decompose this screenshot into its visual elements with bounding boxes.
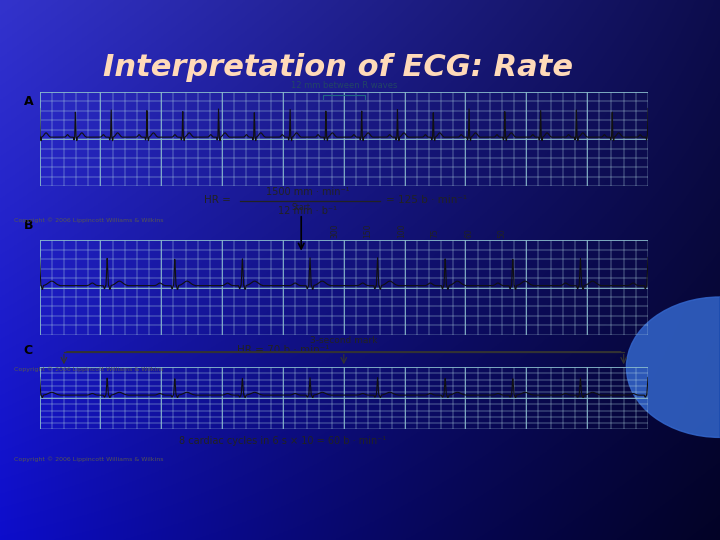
Text: Copyright © 2006 Lippincott Williams & Wilkins: Copyright © 2006 Lippincott Williams & W…	[14, 456, 164, 462]
Text: 8 cardiac cycles in 6 s × 10 = 60 b · min⁻¹: 8 cardiac cycles in 6 s × 10 = 60 b · mi…	[179, 436, 387, 447]
Text: 12 mm between R waves: 12 mm between R waves	[291, 81, 397, 90]
Text: 1500 mm · min⁻¹: 1500 mm · min⁻¹	[266, 187, 349, 197]
Text: A: A	[24, 95, 33, 109]
Text: 300: 300	[330, 224, 339, 239]
Text: 100: 100	[397, 224, 406, 239]
Text: Copyright © 2006 Lippincott Williams & Wilkins: Copyright © 2006 Lippincott Williams & W…	[14, 217, 164, 222]
Text: 60: 60	[464, 228, 473, 239]
Text: B: B	[24, 219, 33, 232]
Text: 3-second mark: 3-second mark	[310, 336, 377, 346]
Text: C: C	[24, 345, 33, 357]
Text: Copyright © 2006 Lippincott Williams & Wilkins: Copyright © 2006 Lippincott Williams & W…	[14, 366, 164, 372]
Text: 12 mm · b⁻¹: 12 mm · b⁻¹	[278, 206, 337, 215]
Text: HR = 70 b · min⁻¹: HR = 70 b · min⁻¹	[237, 345, 329, 355]
Circle shape	[626, 297, 720, 437]
Text: 50: 50	[498, 228, 506, 239]
Text: = 125 b · min⁻¹: = 125 b · min⁻¹	[387, 194, 467, 205]
Text: HR =: HR =	[204, 194, 234, 205]
Text: 75: 75	[431, 228, 439, 239]
Text: 150: 150	[364, 224, 373, 239]
Text: Start: Start	[292, 203, 311, 212]
Text: Interpretation of ECG: Rate: Interpretation of ECG: Rate	[104, 53, 573, 82]
